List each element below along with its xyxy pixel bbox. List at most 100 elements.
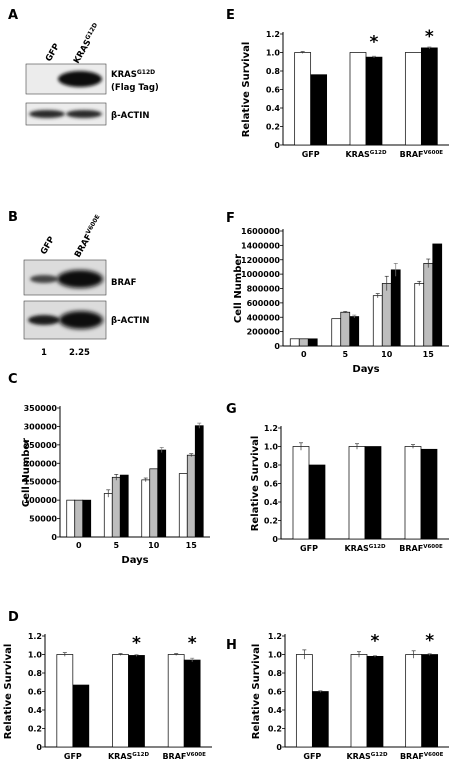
x-tick-label: BRAFV600E <box>162 752 206 761</box>
y-tick-label: 0 <box>274 141 280 150</box>
y-tick-label: 0 <box>272 535 278 544</box>
y-tick-label: 0.2 <box>28 725 42 734</box>
y-tick-label: 1.2 <box>264 424 278 433</box>
panel-f-letter: F <box>226 211 235 226</box>
y-axis-label: Cell Number <box>233 254 244 323</box>
x-tick-label: 15 <box>186 541 198 550</box>
panel-a-lane-gfp: GFP <box>44 42 62 63</box>
chart-panel-c: 0 50000 100000 150000 200000 250000 300000 3500… <box>21 404 210 566</box>
bar-c-s1-c3 <box>186 454 196 538</box>
y-tick-label: 0.4 <box>264 498 279 507</box>
panel-a-lane-kras: KRASG12D <box>71 22 103 66</box>
significance-star: * <box>425 631 434 651</box>
x-tick-label: GFP <box>300 544 318 553</box>
bar-h-s0-c0 <box>295 654 313 748</box>
bar-e-s0-c0 <box>294 52 312 146</box>
y-tick-label: 0.4 <box>28 706 43 715</box>
y-tick-label: 0.4 <box>266 104 281 113</box>
x-tick-label: 10 <box>381 350 393 359</box>
bar-c-s0-c0 <box>66 499 76 538</box>
x-tick-label: BRAFV600E <box>400 150 444 159</box>
x-tick-label: KRASG12D <box>344 544 385 553</box>
panel-c-letter: C <box>8 372 18 387</box>
blot-b-quant-2: 2.25 <box>69 348 90 358</box>
x-tick-label: KRASG12D <box>108 752 149 761</box>
y-tick-label: 1400000 <box>241 241 280 250</box>
y-tick-label: 0.6 <box>268 688 283 697</box>
bar-f-s0-c2 <box>372 295 383 347</box>
bar-h-s1-c0 <box>311 691 329 748</box>
blot-a-actin-band-1 <box>29 110 65 118</box>
y-tick-label: 0 <box>51 533 57 542</box>
bar-c-s2-c2 <box>157 449 167 538</box>
y-tick-label: 1.0 <box>266 49 281 58</box>
y-axis-label: Relative Survival <box>250 436 261 532</box>
blot-a-label-actin: β-ACTIN <box>111 111 150 121</box>
bar-e-s0-c1 <box>349 52 367 146</box>
bar-h-s0-c2 <box>405 654 423 748</box>
bar-c-s2-c1 <box>119 474 129 538</box>
y-tick-label: 1.2 <box>28 632 42 641</box>
x-tick-label: GFP <box>303 752 321 761</box>
bar-d-s0-c0 <box>56 654 74 748</box>
chart-panel-f: 0 200000 400000 600000 800000 1000000 1200000 1… <box>233 227 449 375</box>
bar-d-s1-c2 <box>183 659 201 748</box>
bar-c-s1-c1 <box>111 476 121 538</box>
bar-c-s0-c3 <box>178 473 188 538</box>
y-tick-label: 0.8 <box>264 461 279 470</box>
chart-panel-h: 0 0.2 0.4 0.6 0.8 1.0 1.2 Relative Survival GFP K… <box>251 631 449 761</box>
x-tick-label: GFP <box>64 752 82 761</box>
bar-g-s1-c1 <box>364 446 382 540</box>
bar-f-s1-c3 <box>423 262 434 347</box>
panel-b-lane-braf: BRAFV600E <box>72 214 105 260</box>
panel-b-lane-gfp: GFP <box>39 235 57 256</box>
significance-star: * <box>425 27 434 47</box>
chart-panel-d: 0 0.2 0.4 0.6 0.8 1.0 1.2 Relative Survival GFP K… <box>3 632 212 761</box>
bar-f-s2-c3 <box>432 243 443 347</box>
y-tick-label: 150000 <box>24 478 58 487</box>
y-tick-label: 1200000 <box>241 256 280 265</box>
y-tick-label: 1.2 <box>268 632 282 641</box>
significance-star: * <box>188 634 197 654</box>
y-tick-label: 1600000 <box>241 227 280 236</box>
y-axis-label: Relative Survival <box>241 42 252 138</box>
bar-h-s0-c1 <box>350 654 368 748</box>
bar-c-s2-c3 <box>194 425 204 538</box>
blot-a-label-kras: KRASG12D <box>111 69 155 80</box>
panel-b-letter: B <box>8 210 18 225</box>
bar-e-s1-c2 <box>420 47 438 146</box>
blot-a-kras-band <box>58 71 102 87</box>
y-tick-label: 300000 <box>24 422 58 431</box>
bar-g-s0-c1 <box>348 446 366 540</box>
y-tick-label: 200000 <box>247 328 281 337</box>
y-axis-label: Relative Survival <box>3 644 14 740</box>
blot-b-actin-band-2 <box>59 311 103 329</box>
panel-g-letter: G <box>226 402 237 417</box>
y-tick-label: 350000 <box>24 404 58 413</box>
bar-c-s0-c1 <box>103 493 113 538</box>
bar-f-s1-c2 <box>381 283 392 347</box>
y-tick-label: 0.4 <box>268 706 283 715</box>
y-tick-label: 0.2 <box>268 725 282 734</box>
x-tick-label: 5 <box>342 350 348 359</box>
y-tick-label: 800000 <box>247 285 281 294</box>
y-tick-label: 0.2 <box>266 123 280 132</box>
panel-e-letter: E <box>226 8 235 23</box>
y-tick-label: 0 <box>36 743 42 752</box>
x-tick-label: 15 <box>423 350 435 359</box>
blot-b-quant-1: 1 <box>41 348 47 358</box>
y-tick-label: 200000 <box>24 459 58 468</box>
y-tick-label: 400000 <box>247 313 281 322</box>
panel-a: A GFP KRASG12D KRASG12D (Flag Tag) β-ACT… <box>8 8 159 126</box>
y-axis-label: Cell Number <box>21 438 32 507</box>
x-tick-label: 0 <box>76 541 82 550</box>
y-tick-label: 250000 <box>24 441 58 450</box>
bar-f-s1-c0 <box>298 338 309 347</box>
chart-panel-e: 0 0.2 0.4 0.6 0.8 1.0 1.2 Relative Survival GFP K… <box>241 27 449 159</box>
bar-f-s0-c1 <box>331 318 342 347</box>
bar-c-s2-c0 <box>82 499 92 538</box>
y-tick-label: 1.0 <box>28 651 43 660</box>
bar-d-s0-c1 <box>112 654 129 748</box>
y-tick-label: 0 <box>274 342 280 351</box>
blot-a-actin-band-2 <box>66 110 102 118</box>
